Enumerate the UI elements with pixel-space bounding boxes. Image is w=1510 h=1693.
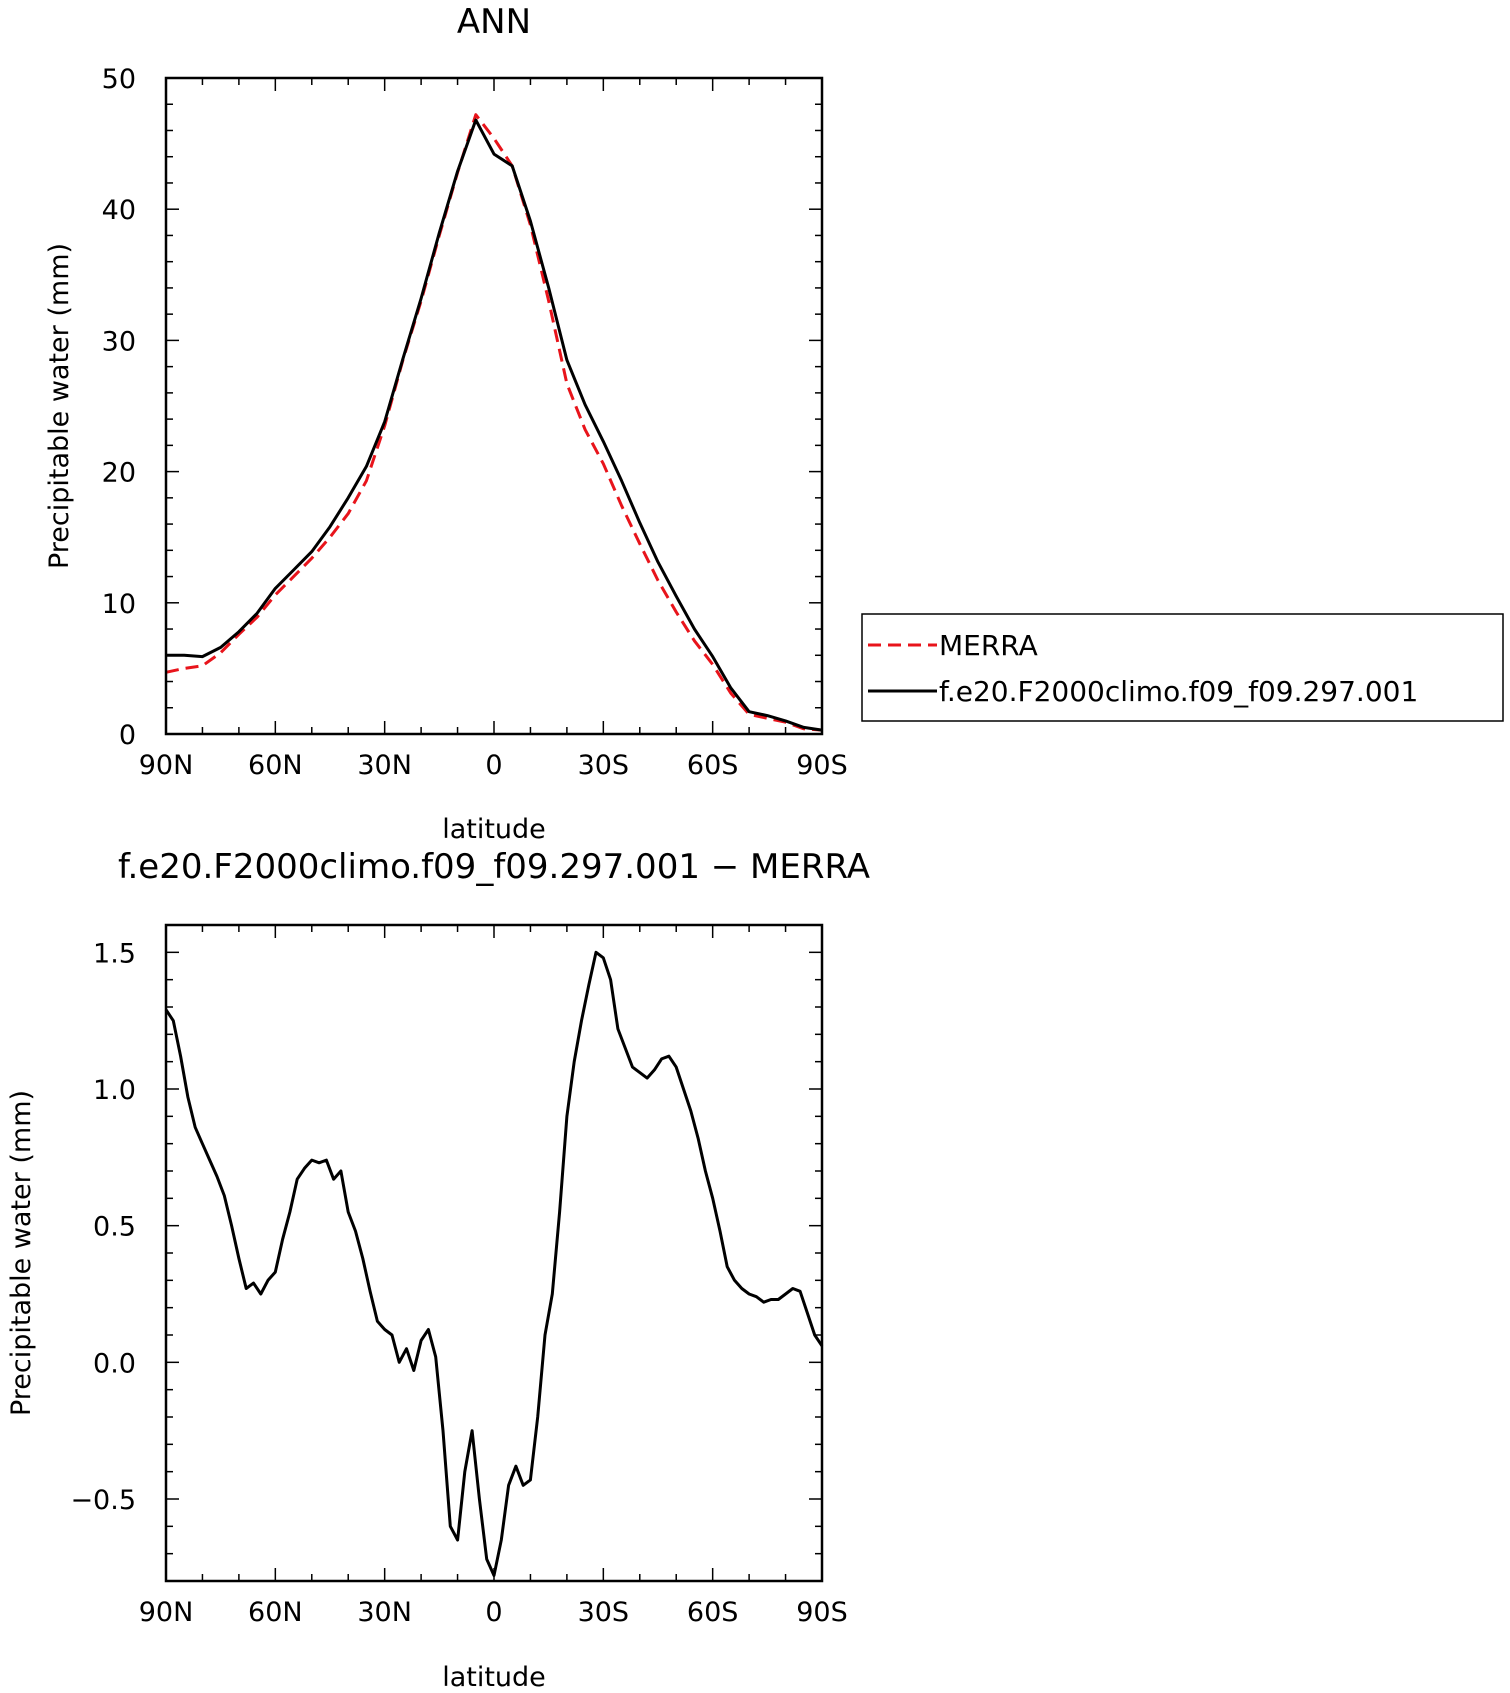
x-axis-label: latitude bbox=[442, 814, 546, 845]
chart-ann: ANN 90N 60N 30N 0 30S 60S 90S 0 10 20 30 40 50 lati… bbox=[44, 2, 848, 845]
plot-frame bbox=[164, 76, 824, 736]
x-axis-label: latitude bbox=[442, 1662, 546, 1693]
x-tick-label: 90N bbox=[139, 750, 194, 781]
x-tick-label: 60N bbox=[248, 750, 303, 781]
y-tick-label: 40 bbox=[102, 195, 136, 226]
tick-marks bbox=[165, 77, 823, 735]
x-tick-label: 0 bbox=[485, 1597, 502, 1628]
y-tick-label: 0.0 bbox=[93, 1348, 136, 1379]
x-tick-labels: 90N 60N 30N 0 30S 60S 90S bbox=[139, 750, 848, 781]
y-tick-label: 0.5 bbox=[93, 1212, 136, 1243]
plot-lines bbox=[165, 113, 823, 732]
y-axis-label: Precipitable water (mm) bbox=[44, 243, 75, 569]
series-line-model bbox=[166, 118, 823, 732]
x-tick-label: 0 bbox=[485, 750, 502, 781]
chart-title: f.e20.F2000climo.f09_f09.297.001 − MERRA bbox=[118, 847, 870, 887]
legend-label-merra: MERRA bbox=[939, 629, 1038, 662]
legend: MERRA f.e20.F2000climo.f09_f09.297.001 bbox=[861, 613, 1504, 722]
x-tick-label: 60S bbox=[687, 1597, 739, 1628]
x-tick-label: 60S bbox=[687, 750, 739, 781]
legend-box bbox=[861, 613, 1504, 722]
series-line-merra bbox=[165, 113, 823, 732]
x-tick-label: 30S bbox=[578, 750, 630, 781]
plot-frame bbox=[164, 923, 824, 1583]
y-tick-label: 20 bbox=[102, 458, 136, 489]
legend-label-model: f.e20.F2000climo.f09_f09.297.001 bbox=[939, 675, 1418, 708]
y-tick-label: 1.5 bbox=[93, 938, 136, 969]
chart-difference: f.e20.F2000climo.f09_f09.297.001 − MERRA… bbox=[6, 847, 870, 1693]
chart-title: ANN bbox=[457, 2, 531, 42]
y-tick-label: 30 bbox=[102, 326, 136, 357]
y-axis-label: Precipitable water (mm) bbox=[6, 1090, 37, 1416]
series-line-difference bbox=[164, 950, 824, 1577]
y-tick-labels: −0.5 0.0 0.5 1.0 1.5 bbox=[70, 938, 136, 1516]
x-tick-label: 30N bbox=[357, 1597, 412, 1628]
y-tick-label: 50 bbox=[102, 64, 136, 95]
x-tick-labels: 90N 60N 30N 0 30S 60S 90S bbox=[139, 1597, 848, 1628]
y-tick-label: 0 bbox=[119, 720, 136, 751]
x-tick-label: 30N bbox=[357, 750, 412, 781]
y-tick-labels: 0 10 20 30 40 50 bbox=[102, 64, 136, 751]
x-tick-label: 90N bbox=[139, 1597, 194, 1628]
x-tick-label: 60N bbox=[248, 1597, 303, 1628]
plot-lines bbox=[164, 950, 824, 1577]
y-tick-label: 1.0 bbox=[93, 1075, 136, 1106]
x-tick-label: 90S bbox=[796, 750, 848, 781]
y-tick-label: −0.5 bbox=[70, 1485, 136, 1516]
y-tick-label: 10 bbox=[102, 589, 136, 620]
x-tick-label: 90S bbox=[796, 1597, 848, 1628]
x-tick-label: 30S bbox=[578, 1597, 630, 1628]
